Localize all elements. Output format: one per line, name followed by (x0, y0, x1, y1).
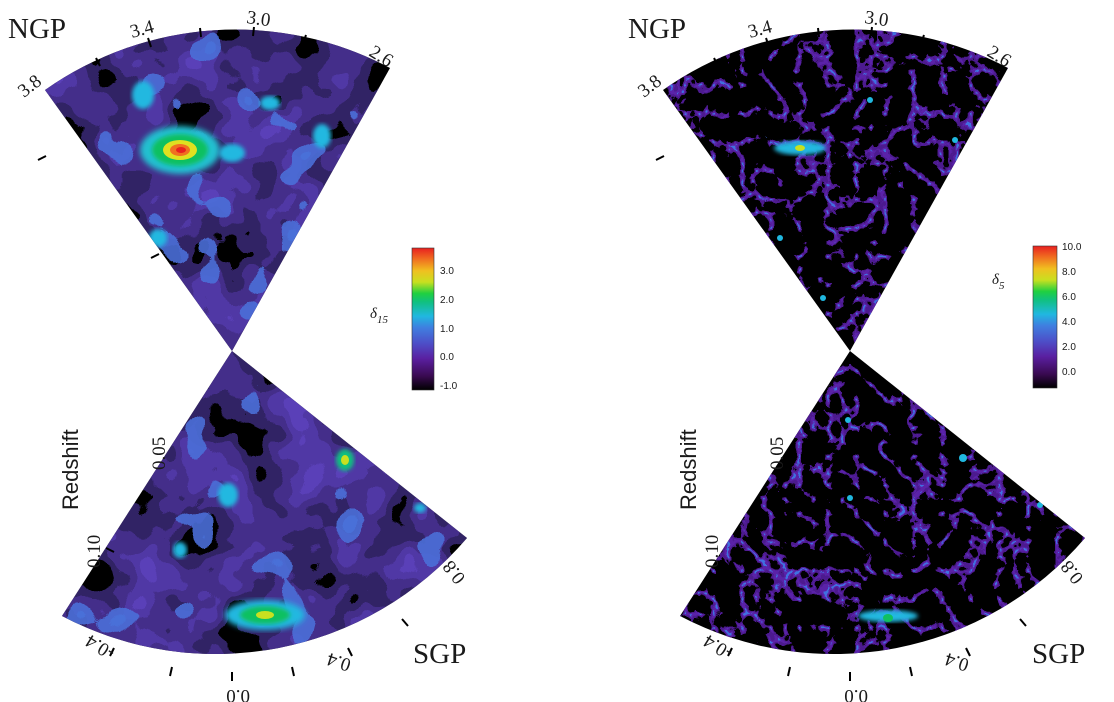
right-panel: NGP SGP 3.8 3.4 3.0 2.6 -0.4 0.0 0.4 0.8… (628, 7, 1088, 702)
right-ra-top-tick-3: 3.0 (863, 7, 889, 31)
left-ra-top-tick-2: 3.4 (128, 16, 157, 43)
right-colorbar-title: δ5 (992, 272, 1005, 292)
left-sgp-label: SGP (413, 638, 466, 670)
right-sgp-label: SGP (1032, 638, 1085, 670)
right-redshift-tick-2: 0.10 (702, 535, 723, 568)
left-colorbar-tick-1: 3.0 (440, 266, 454, 277)
right-colorbar-tick-5: 2.0 (1062, 342, 1076, 353)
left-ra-bot-tick-2: 0.0 (226, 685, 250, 702)
right-colorbar-tick-1: 10.0 (1062, 242, 1082, 253)
left-ra-top-tick-1: 3.8 (14, 71, 46, 102)
right-colorbar-tick-2: 8.0 (1062, 267, 1076, 278)
right-colorbar: δ5 10.0 8.0 6.0 4.0 2.0 0.0 (992, 242, 1082, 389)
right-top-wedge (655, 26, 1008, 352)
right-colorbar-tick-3: 6.0 (1062, 292, 1076, 303)
left-top-wedge (37, 26, 390, 351)
left-colorbar-tick-4: 0.0 (440, 352, 454, 363)
left-colorbar-tick-5: -1.0 (440, 381, 458, 392)
left-colorbar-title: δ15 (370, 306, 388, 326)
left-colorbar: δ15 3.0 2.0 1.0 0.0 -1.0 (370, 247, 458, 392)
right-ra-top-tick-1: 3.8 (634, 71, 666, 102)
right-colorbar-tick-6: 0.0 (1062, 367, 1076, 378)
left-redshift-label: Redshift (58, 429, 83, 510)
left-ra-top-tick-3: 3.0 (245, 7, 271, 31)
left-ngp-label: NGP (8, 13, 66, 45)
left-redshift-tick-1: 0.05 (149, 437, 170, 470)
right-redshift-tick-1: 0.05 (767, 437, 788, 470)
right-ngp-label: NGP (628, 13, 686, 45)
left-colorbar-tick-2: 2.0 (440, 295, 454, 306)
right-redshift-label: Redshift (676, 429, 701, 510)
right-ra-top-tick-2: 3.4 (746, 16, 775, 43)
right-colorbar-tick-4: 4.0 (1062, 317, 1076, 328)
left-colorbar-tick-3: 1.0 (440, 324, 454, 335)
left-redshift-tick-2: 0.10 (84, 535, 105, 568)
right-ra-bot-tick-2: 0.0 (844, 685, 868, 702)
left-panel: NGP SGP 3.8 3.4 3.0 2.6 -0.4 0.0 0.4 0.8… (8, 7, 470, 702)
